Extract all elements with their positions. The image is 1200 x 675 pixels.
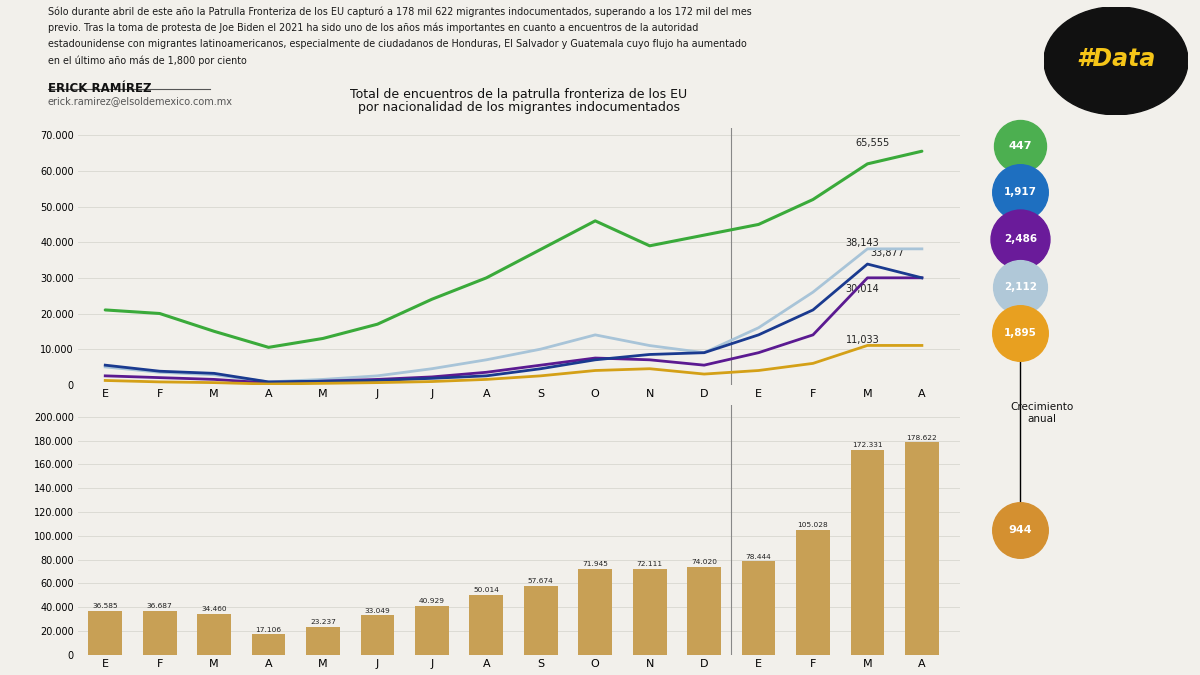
Text: 50.014: 50.014	[473, 587, 499, 593]
Text: ERICK RAMÍREZ: ERICK RAMÍREZ	[48, 82, 151, 95]
Text: 2,486: 2,486	[1004, 234, 1037, 244]
Bar	[578, 569, 612, 655]
Text: 1,917: 1,917	[1004, 188, 1037, 197]
Text: estadounidense con migrantes latinoamericanos, especialmente de ciudadanos de Ho: estadounidense con migrantes latinoameri…	[48, 39, 746, 49]
Bar	[306, 627, 340, 655]
Text: 944: 944	[1009, 525, 1032, 535]
Text: 1,895: 1,895	[1004, 329, 1037, 338]
Text: Sólo durante abril de este año la Patrulla Fronteriza de los EU capturó a 178 mi: Sólo durante abril de este año la Patrul…	[48, 7, 751, 18]
Text: 40.929: 40.929	[419, 598, 445, 604]
Text: 34.460: 34.460	[202, 606, 227, 612]
Text: Total de encuentros de la patrulla fronteriza de los EU: Total de encuentros de la patrulla front…	[350, 88, 688, 101]
Bar	[905, 442, 938, 655]
Bar	[796, 530, 830, 655]
Text: erick.ramirez@elsoldemexico.com.mx: erick.ramirez@elsoldemexico.com.mx	[48, 97, 233, 107]
Bar	[742, 562, 775, 655]
Text: previo. Tras la toma de protesta de Joe Biden el 2021 ha sido uno de los años má: previo. Tras la toma de protesta de Joe …	[48, 23, 698, 34]
Ellipse shape	[1044, 7, 1188, 115]
Text: 172.331: 172.331	[852, 442, 883, 448]
Text: 36.585: 36.585	[92, 603, 118, 610]
Text: #Data: #Data	[1076, 47, 1156, 71]
Text: 74.020: 74.020	[691, 559, 718, 565]
Text: 71.945: 71.945	[582, 562, 608, 568]
Text: 178.622: 178.622	[906, 435, 937, 441]
Text: por nacionalidad de los migrantes indocumentados: por nacionalidad de los migrantes indocu…	[358, 101, 680, 113]
Point	[1010, 141, 1030, 152]
Bar	[415, 606, 449, 655]
Bar	[851, 450, 884, 655]
Text: 72.111: 72.111	[637, 561, 662, 567]
Bar	[197, 614, 230, 655]
Text: 2021: 2021	[799, 412, 827, 423]
Text: 36.687: 36.687	[146, 603, 173, 610]
Text: 65,555: 65,555	[856, 138, 889, 148]
Text: 33.049: 33.049	[365, 608, 390, 614]
Text: Crecimiento
anual: Crecimiento anual	[1010, 402, 1074, 424]
Bar	[360, 616, 395, 655]
Point	[1010, 282, 1030, 293]
Text: 105.028: 105.028	[798, 522, 828, 528]
Text: 38,143: 38,143	[846, 238, 880, 248]
Text: 30,014: 30,014	[846, 284, 880, 294]
Text: 23.237: 23.237	[310, 620, 336, 625]
Bar	[632, 569, 666, 655]
Point	[1010, 233, 1030, 244]
Text: 11,033: 11,033	[846, 335, 880, 345]
Text: en el último año más de 1,800 por ciento: en el último año más de 1,800 por ciento	[48, 55, 247, 66]
Bar	[143, 611, 176, 655]
Point	[1010, 187, 1030, 198]
Bar	[469, 595, 503, 655]
Legend: Honduras, El Salvador, Guatemala, Otros, México: Honduras, El Salvador, Guatemala, Otros,…	[244, 412, 689, 431]
Bar	[524, 586, 558, 655]
Text: 78.444: 78.444	[745, 554, 772, 560]
Text: 17.106: 17.106	[256, 626, 282, 632]
Point	[1010, 524, 1030, 535]
Text: 447: 447	[1009, 141, 1032, 151]
Text: 33,877: 33,877	[870, 248, 905, 258]
Text: 2020: 2020	[554, 412, 582, 423]
Text: 57.674: 57.674	[528, 578, 553, 585]
Point	[1010, 328, 1030, 339]
Text: 2,112: 2,112	[1004, 282, 1037, 292]
Bar	[252, 634, 286, 655]
Bar	[688, 567, 721, 655]
Bar	[89, 612, 122, 655]
